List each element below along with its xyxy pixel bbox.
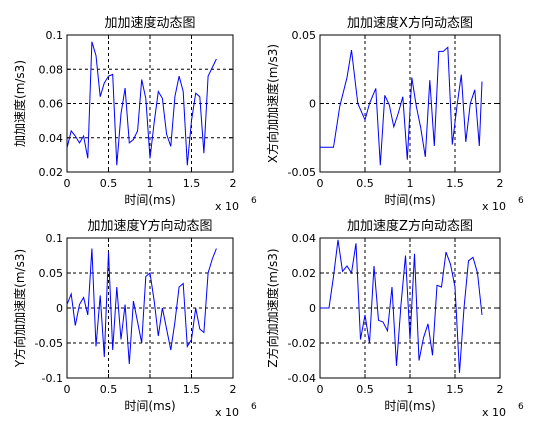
x-axis-label: 时间(ms) [124,193,175,207]
chart-title: 加加速度Z方向动态图 [347,218,473,234]
y-tick-label: 0.1 [46,232,64,245]
x-multiplier-label: x 10 [482,406,506,419]
y-tick-label: 0.04 [39,132,64,145]
x-tick-label: 0 [64,177,71,190]
x-multiplier-label: x 10 [482,200,506,213]
subplot-3: 0 0.5 1 1.5 2 -0.1 -0.05 0 0.05 0.1 加加速度Y方向动态图时间(m… [12,218,257,419]
y-tick-label: 0.1 [46,29,64,42]
x-multiplier-exponent: 6 [518,196,524,206]
y-tick-label: 0.05 [292,29,317,42]
y-axis-label: 加加速度(m/s3) [12,60,27,147]
x-tick-label: 1 [147,383,154,396]
y-axis-label: Z方向加加速度(m/s3) [265,248,280,367]
x-multiplier-exponent: 6 [518,402,524,412]
x-tick-label: 0 [317,383,324,396]
x-tick-label: 2 [230,177,237,190]
y-tick-label: 0.02 [292,267,317,280]
x-multiplier-exponent: 6 [251,196,257,206]
y-tick-label: -0.1 [42,372,63,385]
y-tick-label: -0.04 [288,372,316,385]
x-multiplier-label: x 10 [215,406,239,419]
y-tick-label: -0.05 [288,166,316,179]
chart-title: 加加速度动态图 [104,15,195,31]
x-tick-label: 0.5 [100,177,118,190]
x-tick-label: 0 [64,383,71,396]
x-multiplier-label: x 10 [215,200,239,213]
x-multiplier-exponent: 6 [251,402,257,412]
x-tick-label: 0 [317,177,324,190]
x-tick-label: 1.5 [183,383,201,396]
y-axis-label: Y方向加加速度(m/s3) [12,249,27,368]
y-tick-label: 0 [309,98,316,111]
x-tick-label: 1.5 [446,177,464,190]
series-line-1 [66,41,217,166]
y-tick-label: 0.08 [39,63,64,76]
series-line-1 [320,239,483,373]
y-tick-label: -0.02 [288,337,316,350]
x-tick-label: 2 [497,383,504,396]
y-tick-label: 0.02 [39,166,64,179]
chart-title: 加加速度X方向动态图 [347,15,473,31]
subplot-1: 0 0.5 1 1.5 2 0.02 0.04 0.06 0.08 0.1 加加速度动态图时间(ms… [12,15,257,213]
x-tick-label: 1 [147,177,154,190]
x-tick-label: 0.5 [356,177,374,190]
x-tick-label: 1.5 [183,177,201,190]
x-tick-label: 1 [407,177,414,190]
y-tick-label: -0.05 [35,337,63,350]
x-tick-label: 2 [230,383,237,396]
x-tick-label: 0.5 [356,383,374,396]
x-tick-label: 1 [407,383,414,396]
x-axis-label: 时间(ms) [384,399,435,413]
x-axis-label: 时间(ms) [124,399,175,413]
x-tick-label: 1.5 [446,383,464,396]
series-line-1 [320,46,483,166]
x-tick-label: 0.5 [100,383,118,396]
y-axis-label: X方向加加速度(m/s3) [265,44,280,163]
y-tick-label: 0.05 [39,267,64,280]
y-tick-label: 0.06 [39,98,64,111]
subplot-4: 0 0.5 1 1.5 2 -0.04 -0.02 0 0.02 0.04 加加速度Z方向动态图时间… [265,218,524,419]
x-axis-label: 时间(ms) [384,193,435,207]
y-tick-label: 0 [56,302,63,315]
x-tick-label: 2 [497,177,504,190]
y-tick-label: 0.04 [292,232,317,245]
series-line-1 [66,248,217,365]
chart-title: 加加速度Y方向动态图 [88,218,213,234]
y-tick-label: 0 [309,302,316,315]
